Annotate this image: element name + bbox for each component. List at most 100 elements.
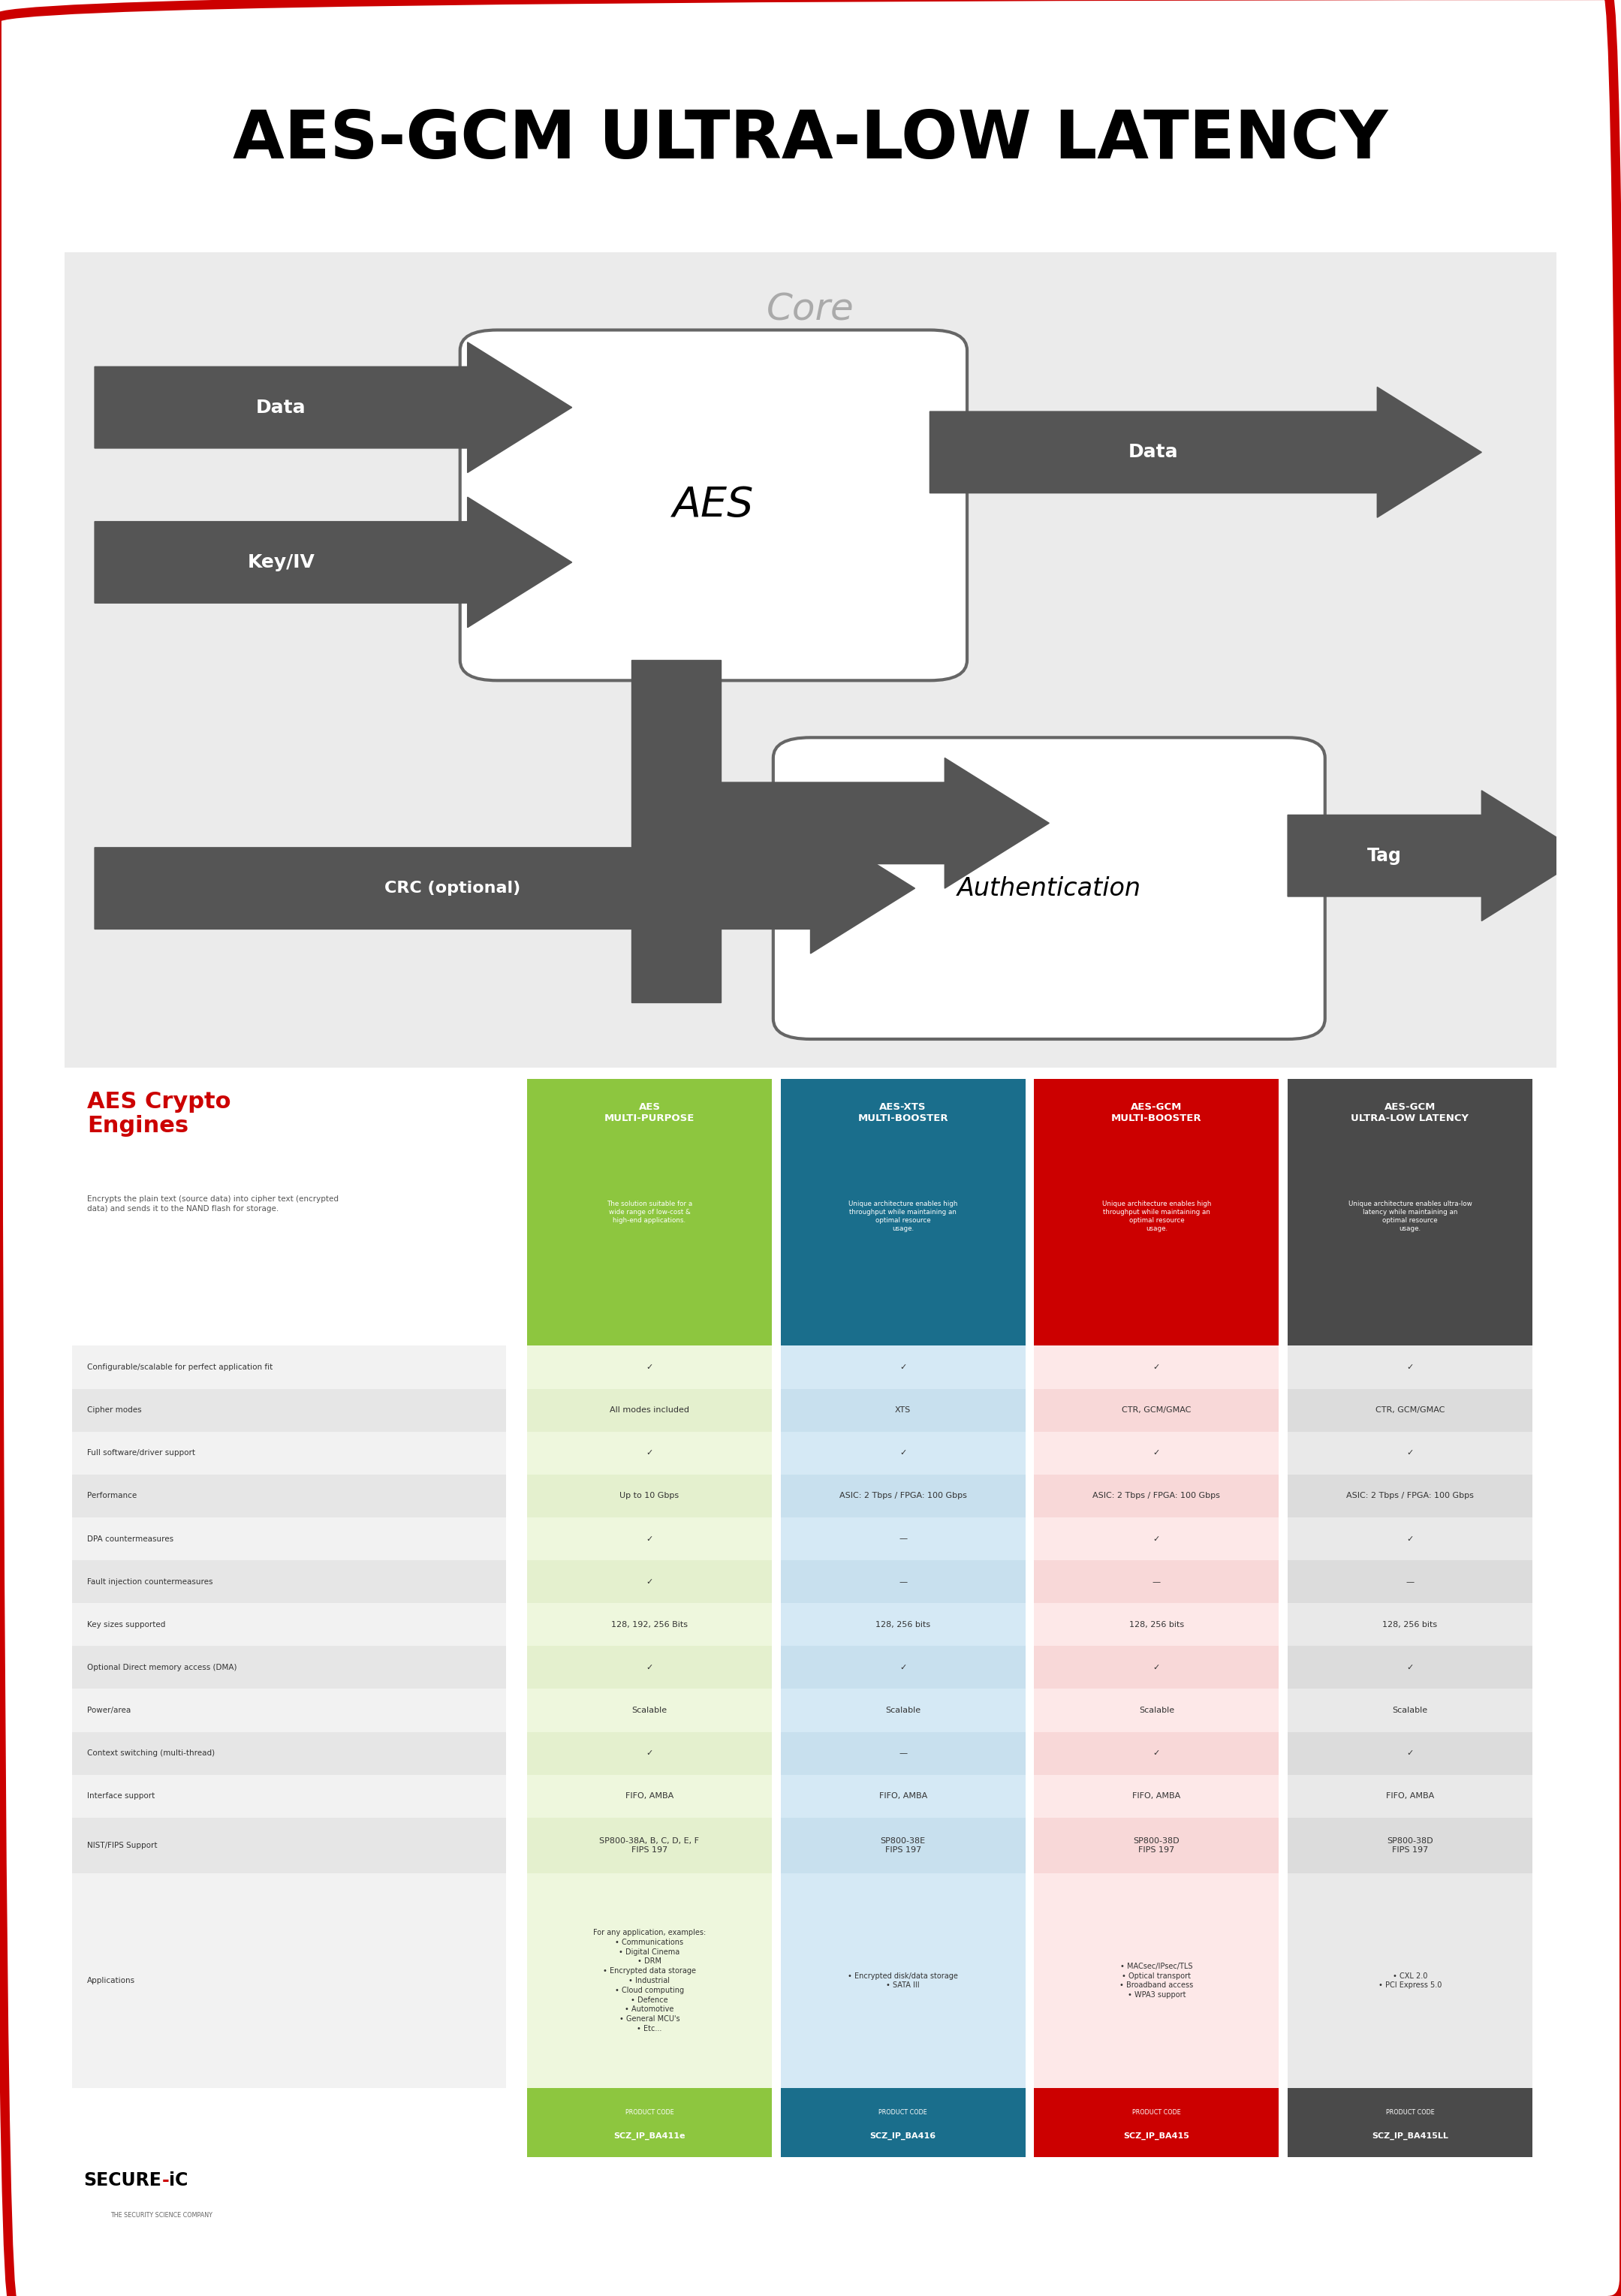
Text: FIFO, AMBA: FIFO, AMBA [1386, 1793, 1435, 1800]
Bar [73, 1474, 506, 1518]
Text: ✓: ✓ [1407, 1750, 1414, 1756]
Bar [73, 1818, 506, 1874]
Bar [73, 1345, 506, 1389]
Bar [527, 1775, 772, 1818]
Text: Scalable: Scalable [885, 1706, 921, 1715]
Text: —: — [1405, 1577, 1414, 1587]
Bar [73, 1518, 506, 1561]
Text: ASIC: 2 Tbps / FPGA: 100 Gbps: ASIC: 2 Tbps / FPGA: 100 Gbps [1345, 1492, 1473, 1499]
Text: ✓: ✓ [1153, 1449, 1161, 1456]
Bar [527, 1646, 772, 1690]
Polygon shape [94, 496, 572, 627]
Bar [73, 1731, 506, 1775]
Bar [1034, 1079, 1279, 1345]
Text: SP800-38E
FIPS 197: SP800-38E FIPS 197 [880, 1837, 926, 1855]
Bar [1287, 1874, 1532, 2087]
Text: ✓: ✓ [1407, 1364, 1414, 1371]
Bar [781, 1345, 1024, 1389]
Text: Fault injection countermeasures: Fault injection countermeasures [88, 1577, 212, 1587]
Text: Data: Data [256, 400, 306, 416]
Text: SECURE: SECURE [84, 2172, 162, 2190]
Bar [1034, 1818, 1279, 1874]
Text: Tag: Tag [1368, 847, 1402, 866]
Text: All modes included: All modes included [609, 1407, 689, 1414]
Text: AES
MULTI-PURPOSE: AES MULTI-PURPOSE [605, 1102, 695, 1123]
Text: AES Crypto
Engines: AES Crypto Engines [88, 1091, 230, 1137]
Text: 128, 256 bits: 128, 256 bits [1383, 1621, 1438, 1628]
Polygon shape [930, 388, 1482, 517]
Text: The solution suitable for a
wide range of low-cost &
high-end applications.: The solution suitable for a wide range o… [606, 1201, 692, 1224]
Text: THE SECURITY SCIENCE COMPANY: THE SECURITY SCIENCE COMPANY [110, 2211, 212, 2218]
Bar [1034, 1874, 1279, 2087]
Bar [781, 1775, 1024, 1818]
Text: —: — [898, 1536, 908, 1543]
Text: 128, 256 bits: 128, 256 bits [875, 1621, 930, 1628]
Bar [781, 1433, 1024, 1474]
Text: PRODUCT CODE: PRODUCT CODE [879, 2108, 927, 2115]
Bar [527, 1079, 772, 1345]
Bar [1034, 1690, 1279, 1731]
Text: SP800-38A, B, C, D, E, F
FIPS 197: SP800-38A, B, C, D, E, F FIPS 197 [600, 1837, 699, 1855]
FancyBboxPatch shape [460, 331, 968, 680]
Text: CTR, GCM/GMAC: CTR, GCM/GMAC [1375, 1407, 1444, 1414]
Text: CTR, GCM/GMAC: CTR, GCM/GMAC [1122, 1407, 1191, 1414]
Text: —: — [898, 1750, 908, 1756]
Bar [781, 1079, 1024, 1345]
Text: DPA countermeasures: DPA countermeasures [88, 1536, 173, 1543]
Text: XTS: XTS [895, 1407, 911, 1414]
Text: Key/IV: Key/IV [248, 553, 314, 572]
Text: Authentication: Authentication [956, 877, 1141, 900]
Bar [1287, 1433, 1532, 1474]
Text: AES-XTS
MULTI-BOOSTER: AES-XTS MULTI-BOOSTER [858, 1102, 948, 1123]
Bar [1034, 1345, 1279, 1389]
Text: For any application, examples:
• Communications
• Digital Cinema
• DRM
• Encrypt: For any application, examples: • Communi… [593, 1929, 705, 2032]
Text: ✓: ✓ [645, 1750, 653, 1756]
Text: ✓: ✓ [1153, 1536, 1161, 1543]
Bar [1034, 1603, 1279, 1646]
Text: ✓: ✓ [1407, 1665, 1414, 1671]
Bar [73, 1389, 506, 1433]
Bar [1287, 1690, 1532, 1731]
Text: • Encrypted disk/data storage
• SATA III: • Encrypted disk/data storage • SATA III [848, 1972, 958, 1988]
Text: AES-GCM
MULTI-BOOSTER: AES-GCM MULTI-BOOSTER [1112, 1102, 1201, 1123]
Bar [527, 1474, 772, 1518]
Text: SCZ_IP_BA415: SCZ_IP_BA415 [1123, 2133, 1190, 2140]
Text: SP800-38D
FIPS 197: SP800-38D FIPS 197 [1388, 1837, 1433, 1855]
Text: Data: Data [1128, 443, 1178, 461]
Bar [1034, 1561, 1279, 1603]
Bar [1034, 1433, 1279, 1474]
Text: ✓: ✓ [645, 1449, 653, 1456]
Bar [781, 1690, 1024, 1731]
Bar [781, 1646, 1024, 1690]
Text: FIFO, AMBA: FIFO, AMBA [1133, 1793, 1180, 1800]
Bar [73, 1603, 506, 1646]
Text: Key sizes supported: Key sizes supported [88, 1621, 165, 1628]
Text: Encrypts the plain text (source data) into cipher text (encrypted
data) and send: Encrypts the plain text (source data) in… [88, 1194, 339, 1212]
Bar [1287, 1474, 1532, 1518]
Bar [1287, 1646, 1532, 1690]
Bar [73, 1775, 506, 1818]
Bar [781, 1389, 1024, 1433]
Bar [781, 1518, 1024, 1561]
Bar [73, 1646, 506, 1690]
Bar [1034, 1731, 1279, 1775]
Bar [1287, 1775, 1532, 1818]
Text: CRC (optional): CRC (optional) [384, 882, 520, 895]
Bar [527, 1874, 772, 2087]
Text: Optional Direct memory access (DMA): Optional Direct memory access (DMA) [88, 1665, 237, 1671]
Text: ASIC: 2 Tbps / FPGA: 100 Gbps: ASIC: 2 Tbps / FPGA: 100 Gbps [1093, 1492, 1221, 1499]
Text: ✓: ✓ [1407, 1449, 1414, 1456]
Text: ✓: ✓ [645, 1577, 653, 1587]
Bar [1287, 1603, 1532, 1646]
Bar [527, 1731, 772, 1775]
Bar [527, 1345, 772, 1389]
Text: Power/area: Power/area [88, 1706, 131, 1715]
Text: Configurable/scalable for perfect application fit: Configurable/scalable for perfect applic… [88, 1364, 272, 1371]
Text: —: — [898, 1577, 908, 1587]
Text: FIFO, AMBA: FIFO, AMBA [879, 1793, 927, 1800]
Text: • CXL 2.0
• PCI Express 5.0: • CXL 2.0 • PCI Express 5.0 [1378, 1972, 1441, 1988]
Text: -: - [162, 2172, 169, 2190]
Text: ✓: ✓ [645, 1364, 653, 1371]
Text: ✓: ✓ [1153, 1665, 1161, 1671]
Text: 128, 256 bits: 128, 256 bits [1130, 1621, 1183, 1628]
